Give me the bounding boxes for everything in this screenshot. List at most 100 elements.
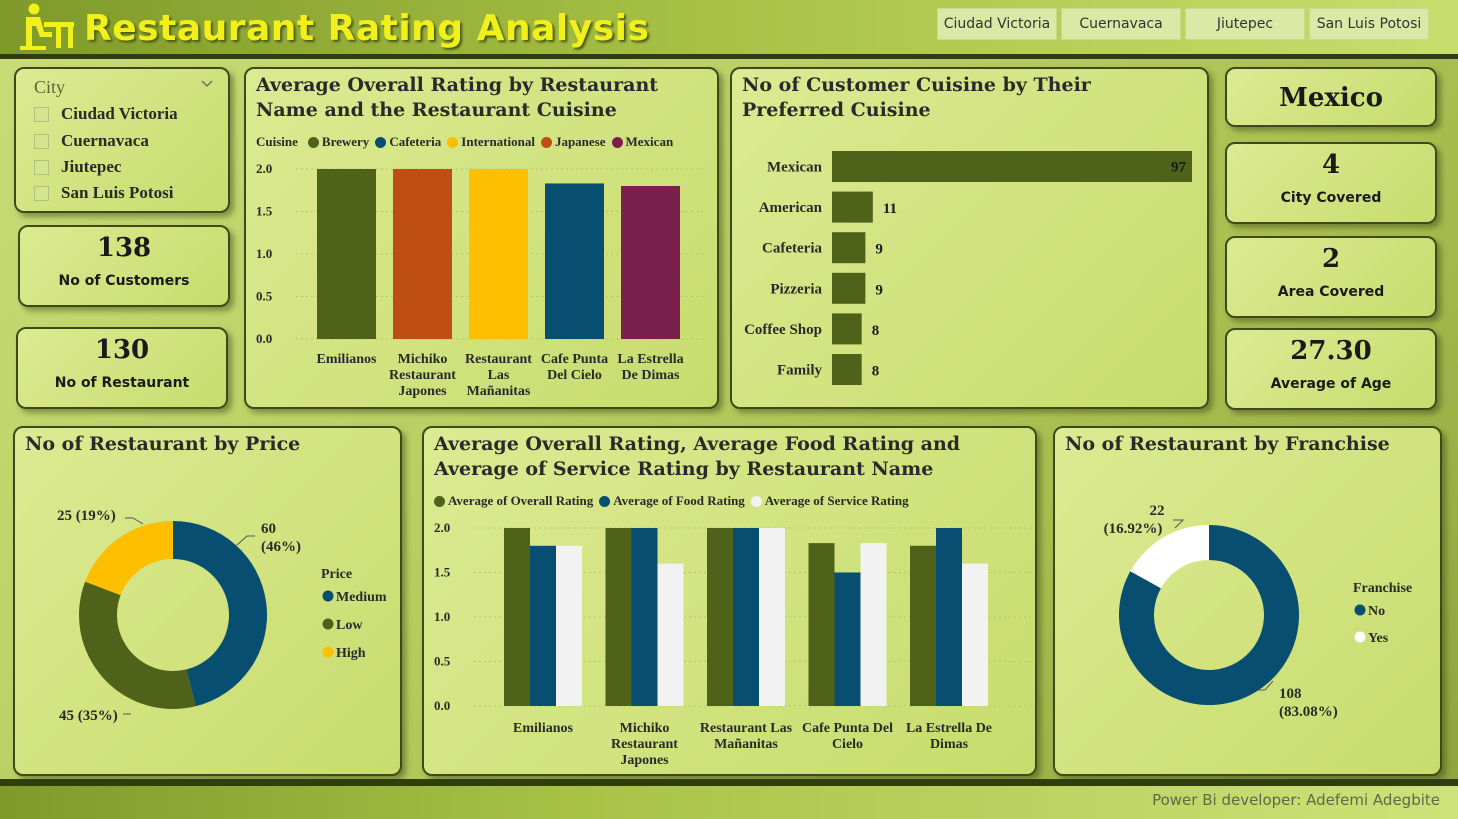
legend-label: Average of Service Rating (764, 493, 909, 508)
data-label: 60 (261, 521, 276, 537)
tab-city-2[interactable]: Jiutepec (1185, 8, 1305, 40)
bar (759, 528, 785, 706)
tab-city-1[interactable]: Cuernavaca (1061, 8, 1181, 40)
legend-item: Japanese (540, 134, 606, 150)
y-tick-label: 0.5 (434, 654, 451, 669)
checkbox[interactable] (34, 159, 49, 175)
legend-label: Yes (1368, 631, 1389, 646)
donut-slice (173, 521, 267, 707)
bar (832, 272, 866, 304)
chart-title: Average Overall Rating, Average Food Rat… (434, 433, 961, 480)
data-label: 25 (19%) (57, 508, 116, 524)
x-tick-label: Emilianos (513, 721, 573, 736)
data-label: 8 (872, 323, 880, 339)
x-tick-label: Cielo (832, 737, 863, 752)
legend-swatch (434, 495, 445, 507)
data-label: 9 (875, 282, 883, 298)
y-category-label: Mexican (767, 160, 823, 176)
legend-swatch (750, 495, 762, 507)
bar (936, 528, 962, 706)
kpi-card-restaurants: 130 No of Restaurant (16, 327, 228, 409)
page-title: Restaurant Rating Analysis (84, 8, 650, 49)
developer-credit: Power Bi developer: Adefemi Adegbite (1152, 791, 1440, 809)
legend-swatch (540, 136, 552, 148)
x-tick-label: Michiko (398, 352, 448, 367)
chart-title: No of Restaurant by Price (25, 433, 301, 455)
chart-customers-by-cuisine: No of Customer Cuisine by Their Preferre… (730, 67, 1209, 409)
city-tab-bar: Ciudad Victoria Cuernavaca Jiutepec San … (937, 8, 1429, 40)
slicer-option-0[interactable]: Ciudad Victoria (34, 103, 178, 125)
legend-label: Average of Food Rating (613, 493, 745, 508)
data-label: 22 (1150, 503, 1165, 519)
kpi-label: Area Covered (1277, 284, 1385, 300)
bar (832, 151, 1192, 182)
y-category-label: Coffee Shop (744, 322, 822, 338)
bar (545, 183, 604, 339)
legend-label: Cafeteria (389, 134, 442, 149)
y-tick-label: 0.5 (256, 289, 273, 304)
y-category-label: Family (777, 363, 822, 379)
x-tick-label: Las (488, 368, 510, 383)
donut-slice (1119, 525, 1299, 705)
checkbox[interactable] (34, 133, 49, 149)
y-category-label: Pizzeria (770, 281, 822, 297)
bar (530, 545, 556, 706)
legend-label: Japanese (554, 134, 606, 149)
slicer-option-label: Ciudad Victoria (61, 104, 178, 123)
y-tick-label: 1.5 (434, 565, 451, 580)
legend-swatch (447, 136, 459, 148)
slicer-option-1[interactable]: Cuernavaca (34, 130, 149, 152)
kpi-value: 27.30 (1290, 336, 1372, 366)
kpi-label: City Covered (1280, 190, 1382, 206)
legend-title: Price (321, 567, 352, 582)
legend-swatch (1354, 631, 1366, 643)
chart-legend: Average of Overall Rating Average of Foo… (434, 493, 915, 509)
desk-person-icon (20, 3, 74, 50)
legend-item: Mexican (611, 134, 673, 150)
donut-slice (85, 521, 173, 596)
checkbox[interactable] (34, 106, 49, 122)
bar (733, 528, 759, 706)
legend-title: Franchise (1353, 581, 1412, 596)
checkbox[interactable] (34, 185, 49, 201)
chart-restaurants-by-price: No of Restaurant by Price 60 (46%) 45 (35%… (13, 426, 402, 776)
x-tick-label: Cafe Punta Del (802, 721, 893, 736)
x-tick-label: Del Cielo (547, 368, 602, 383)
chart-title: Average Overall Rating by Restaurant Nam… (256, 74, 659, 121)
leader-line (125, 517, 144, 525)
kpi-card-areas: 2 Area Covered (1225, 236, 1437, 318)
x-tick-label: Mañanitas (467, 384, 531, 399)
bar (707, 528, 733, 706)
bar (832, 354, 862, 385)
footer-divider (0, 779, 1458, 786)
slicer-option-label: Cuernavaca (61, 131, 149, 150)
kpi-value: Mexico (1279, 83, 1383, 113)
legend-label: International (461, 134, 535, 149)
legend-item: Average of Service Rating (750, 493, 909, 509)
legend-swatch (1354, 604, 1366, 616)
chart-title: No of Customer Cuisine by Their Preferre… (742, 74, 1091, 121)
leader-line (1258, 680, 1274, 691)
tab-city-3[interactable]: San Luis Potosi (1309, 8, 1429, 40)
data-label: (83.08%) (1279, 704, 1338, 720)
legend-swatch (322, 590, 334, 602)
kpi-value: 2 (1321, 244, 1341, 274)
slicer-option-2[interactable]: Jiutepec (34, 156, 121, 178)
legend-swatch (307, 136, 319, 148)
legend-item: International (447, 134, 535, 150)
x-tick-label: Japones (398, 384, 447, 399)
donut-slice (79, 581, 196, 709)
slicer-option-3[interactable]: San Luis Potosi (34, 182, 173, 204)
tab-city-0[interactable]: Ciudad Victoria (937, 8, 1057, 40)
chart-legend: Cuisine Brewery Cafeteria International … (256, 134, 679, 150)
chevron-down-icon[interactable] (200, 77, 214, 91)
bar (556, 545, 582, 706)
bar (469, 169, 528, 339)
bar (834, 572, 861, 706)
legend-swatch (599, 495, 611, 507)
hbar-chart-customers: Mexican 97 American 11 Cafeteria 9 Pizzeria 9 Co… (744, 151, 1192, 385)
y-tick-label: 0.0 (434, 698, 450, 713)
bar (393, 169, 452, 339)
